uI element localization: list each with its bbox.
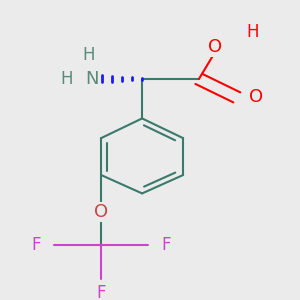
Text: H: H <box>82 46 95 64</box>
Text: F: F <box>96 284 106 300</box>
Text: O: O <box>250 88 264 106</box>
Text: H: H <box>60 70 73 88</box>
Text: F: F <box>32 236 41 254</box>
Text: F: F <box>161 236 171 254</box>
Text: N: N <box>85 70 98 88</box>
Text: H: H <box>246 22 259 40</box>
Text: O: O <box>94 203 108 221</box>
Text: O: O <box>208 38 222 56</box>
